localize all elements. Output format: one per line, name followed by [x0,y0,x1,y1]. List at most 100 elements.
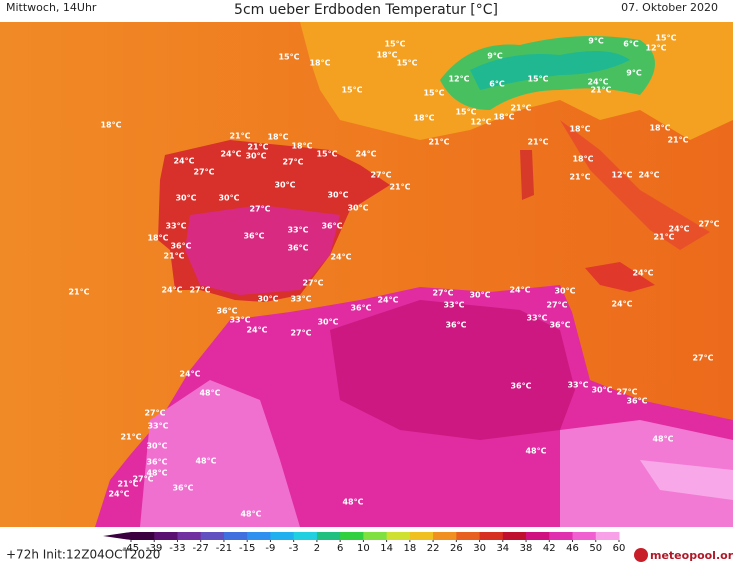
temperature-label: 30°C [591,386,612,395]
temperature-label: 18°C [572,155,593,164]
temperature-label: 27°C [282,158,303,167]
temperature-label: 27°C [432,289,453,298]
temperature-label: 30°C [257,295,278,304]
temperature-label: 36°C [216,307,237,316]
labels: 15°C18°C15°C15°C18°C15°C 15°C12°C9°C6°C15… [68,34,719,519]
colorbar-segment [549,532,574,540]
temperature-label: 24°C [330,253,351,262]
temperature-label: 27°C [302,279,323,288]
header-bar [0,0,733,22]
temperature-label: 18°C [569,125,590,134]
colorbar-tick-label: -9 [265,543,275,554]
temperature-label: 36°C [626,397,647,406]
logo-icon [634,548,648,562]
temperature-label: 15°C [384,40,405,49]
temperature-label: 27°C [132,475,153,484]
colorbar: -45 -39 -33 -27 -21 -15 -9 -3 2 6 10 14 18 22 26 30 34 38… [103,532,625,554]
temperature-label: 18°C [309,59,330,68]
temperature-label: 27°C [698,220,719,229]
colorbar-tick-label: 60 [613,543,626,554]
temperature-label: 12°C [448,75,469,84]
temperature-label: 48°C [240,510,261,519]
temperature-label: 30°C [175,194,196,203]
colorbar-tick-label: 30 [473,543,486,554]
temperature-label: 24°C [509,286,530,295]
temperature-label: 24°C [632,269,653,278]
temperature-label: 36°C [445,321,466,330]
temperature-label: 48°C [525,447,546,456]
colorbar-tick-label: 50 [589,543,602,554]
colorbar-segment [223,532,248,540]
temperature-label: 9°C [588,37,604,46]
colorbar-tick-label: 6 [337,543,343,554]
temperature-label: 30°C [317,318,338,327]
temperature-label: 30°C [347,204,368,213]
temperature-label: 36°C [287,244,308,253]
temperature-label: 48°C [146,469,167,478]
colorbar-segment [526,532,550,540]
colorbar-segment [433,532,457,540]
temperature-label: 21°C [229,132,250,141]
temperature-label: 27°C [249,205,270,214]
temperature-label: 21°C [120,433,141,442]
temperature-label: 12°C [645,44,666,53]
temperature-label: 36°C [243,232,264,241]
temperature-label: 21°C [428,138,449,147]
colorbar-tick-label: -27 [193,543,209,554]
colorbar-tick-label: -39 [146,543,162,554]
colorbar-tick-label: 42 [543,543,556,554]
temperature-label: 21°C [510,104,531,113]
temperature-label: 6°C [489,80,505,89]
colorbar-tick-label: 10 [357,543,370,554]
temperature-label: 24°C [587,78,608,87]
temperature-label: 21°C [653,233,674,242]
temperature-label: 15°C [423,89,444,98]
temperature-label: 48°C [342,498,363,507]
temperature-label: 30°C [218,194,239,203]
logo-text: meteopool.org [650,549,733,562]
temperature-label: 30°C [274,181,295,190]
colorbar-segment [270,532,295,540]
temperature-label: 48°C [195,457,216,466]
temperature-label: 27°C [189,286,210,295]
colorbar-segment [247,532,271,540]
temperature-label: 36°C [146,458,167,467]
temperature-label: 18°C [100,121,121,130]
temperature-label: 21°C [163,252,184,261]
temperature-label: 36°C [172,484,193,493]
colorbar-segment [456,532,481,540]
footer-init: +72h Init:12Z04OCT2020 [6,548,160,562]
colorbar-segment [386,532,411,540]
temperature-label: 27°C [193,168,214,177]
temperature-label: 18°C [267,133,288,142]
temperature-label: 15°C [316,150,337,159]
temperature-label: 24°C [246,326,267,335]
temperature-label: 48°C [199,389,220,398]
temperature-label: 30°C [554,287,575,296]
temperature-label: 24°C [108,490,129,499]
temperature-label: 21°C [527,138,548,147]
colorbar-segment [340,532,364,540]
temperature-label: 30°C [327,191,348,200]
colorbar-tick-label: 46 [566,543,579,554]
temperature-label: 30°C [245,152,266,161]
temperature-label: 33°C [526,314,547,323]
colorbar-segment [363,532,388,540]
temperature-label: 21°C [590,86,611,95]
header-title: 5cm ueber Erdboden Temperatur [°C] [234,2,498,18]
temperature-label: 36°C [170,242,191,251]
temperature-label: 36°C [510,382,531,391]
colorbar-tick-label: -45 [123,543,139,554]
colorbar-segment [502,532,527,540]
colorbar-tick-label: 18 [403,543,416,554]
temperature-label: 36°C [321,222,342,231]
colorbar-segment [293,532,318,540]
colorbar-segment [572,532,597,540]
colorbar-segment [479,532,504,540]
temperature-label: 27°C [546,301,567,310]
temperature-label: 24°C [179,370,200,379]
temperature-label: 27°C [616,388,637,397]
temperature-label: 15°C [655,34,676,43]
temperature-label: 27°C [692,354,713,363]
colorbar-tick-label: 38 [520,543,533,554]
